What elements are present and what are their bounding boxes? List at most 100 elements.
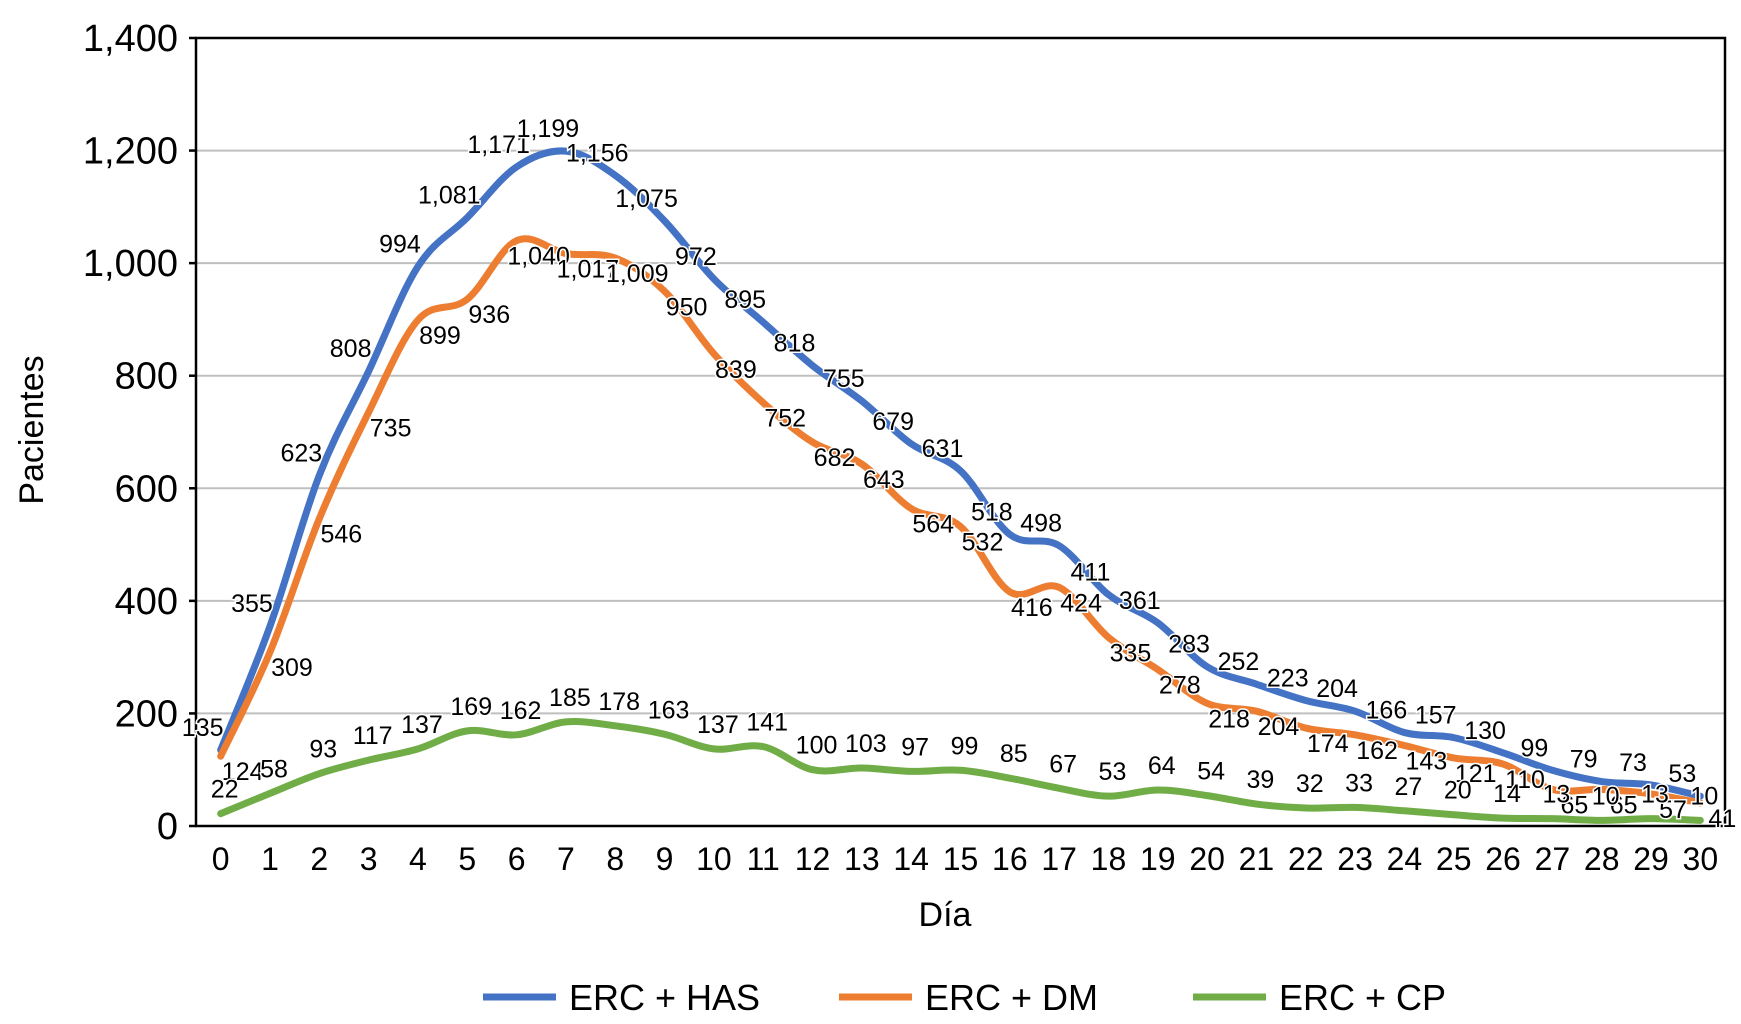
data-label-erc-dm: 643: [863, 466, 905, 494]
data-label-erc-dm: 121: [1455, 760, 1497, 788]
data-label-erc-dm: 1,017: [557, 256, 620, 284]
data-label-erc-cp: 32: [1296, 770, 1324, 798]
data-label-erc-has: 1,199: [517, 115, 580, 143]
legend-label: ERC + CP: [1279, 977, 1446, 1018]
x-tick-label: 18: [1091, 841, 1127, 877]
y-axis-ticks: 0 200 400 600 800 1,000 1,200 1,400: [83, 18, 178, 848]
data-label-erc-has: 518: [971, 498, 1013, 526]
data-label-erc-has: 808: [330, 335, 372, 363]
data-label-erc-has: 1,156: [566, 139, 629, 167]
data-label-erc-has: 818: [774, 330, 816, 358]
data-label-erc-has: 130: [1464, 717, 1506, 745]
x-tick-label: 15: [943, 841, 979, 877]
y-tick-label: 800: [115, 356, 178, 398]
x-tick-label: 11: [747, 841, 780, 877]
data-label-erc-has: 283: [1168, 631, 1210, 659]
x-tick-label: 22: [1288, 841, 1324, 877]
data-label-erc-cp: 10: [1592, 782, 1620, 810]
x-tick-label: 26: [1485, 841, 1521, 877]
x-tick-label: 4: [409, 841, 427, 877]
y-tick-label: 0: [157, 806, 178, 848]
data-label-erc-dm: 41: [1708, 805, 1736, 833]
y-tick-label: 1,400: [83, 18, 178, 60]
legend-item-erc-dm: ERC + DM: [839, 977, 1098, 1018]
data-label-erc-cp: 20: [1444, 777, 1472, 805]
data-label-erc-dm: 278: [1159, 672, 1201, 700]
data-label-erc-has: 79: [1570, 746, 1598, 774]
data-label-erc-has: 631: [922, 435, 964, 463]
data-label-erc-dm: 424: [1060, 589, 1102, 617]
x-tick-label: 2: [310, 841, 328, 877]
x-axis-ticks: 0 1 2 3 4 5 6 7 8 9 10 11 12 13 14 15 16 17 18 19 20 21 22 23 24…: [212, 841, 1718, 877]
data-label-erc-dm: 57: [1659, 796, 1687, 824]
data-label-erc-cp: 64: [1148, 752, 1176, 780]
series-line-erc-has: [217, 147, 1704, 800]
data-label-erc-cp: 163: [648, 696, 690, 724]
x-tick-label: 20: [1189, 841, 1225, 877]
x-tick-label: 21: [1239, 841, 1275, 877]
data-label-erc-dm: 1,040: [507, 243, 570, 271]
data-label-erc-cp: 53: [1099, 758, 1127, 786]
x-tick-label: 27: [1535, 841, 1571, 877]
axes: [189, 36, 1727, 828]
data-label-erc-has: 135: [182, 714, 224, 742]
data-label-erc-dm: 899: [419, 322, 461, 350]
data-label-erc-has: 252: [1218, 648, 1260, 676]
data-label-erc-has: 994: [379, 231, 421, 259]
data-label-erc-has: 498: [1020, 510, 1062, 538]
x-axis-title: Día: [919, 896, 972, 934]
series-line-erc-dm: [217, 235, 1704, 807]
data-label-erc-cp: 33: [1345, 769, 1373, 797]
legend-item-erc-cp: ERC + CP: [1193, 977, 1446, 1018]
data-label-erc-cp: 22: [211, 776, 239, 804]
data-label-erc-cp: 54: [1197, 758, 1225, 786]
x-tick-label: 0: [212, 841, 230, 877]
data-label-erc-dm: 950: [666, 293, 708, 321]
y-axis-title: Pacientes: [13, 355, 51, 504]
legend: ERC + HAS ERC + DM ERC + CP: [483, 977, 1446, 1018]
data-label-erc-dm: 1,009: [606, 260, 669, 288]
data-label-erc-dm: 564: [912, 511, 954, 539]
data-label-erc-dm: 110: [1505, 766, 1545, 794]
x-tick-label: 13: [844, 841, 880, 877]
x-tick-label: 25: [1436, 841, 1472, 877]
x-tick-label: 9: [656, 841, 674, 877]
series-lines: [217, 147, 1704, 824]
data-label-erc-cp: 141: [746, 709, 788, 737]
data-label-erc-dm: 143: [1406, 748, 1448, 776]
data-label-erc-has: 355: [231, 590, 273, 618]
x-tick-label: 7: [557, 841, 575, 877]
data-label-erc-has: 972: [675, 243, 717, 271]
data-label-erc-has: 1,171: [467, 131, 530, 159]
x-tick-label: 23: [1337, 841, 1373, 877]
data-label-erc-has: 411: [1071, 559, 1111, 587]
plot-border: [194, 36, 1727, 828]
x-tick-label: 10: [696, 841, 732, 877]
x-tick-label: 29: [1633, 841, 1669, 877]
x-tick-label: 5: [458, 841, 476, 877]
data-label-erc-cp: 67: [1049, 750, 1077, 778]
data-label-erc-cp: 103: [845, 730, 887, 758]
data-label-erc-has: 679: [872, 408, 914, 436]
data-label-erc-has: 223: [1267, 664, 1309, 692]
data-label-erc-cp: 58: [260, 755, 288, 783]
legend-label: ERC + DM: [925, 977, 1098, 1018]
data-label-erc-has: 204: [1316, 675, 1358, 703]
gridlines: [196, 37, 1725, 715]
data-label-erc-dm: 546: [320, 521, 362, 549]
data-label-erc-dm: 532: [962, 529, 1004, 557]
x-tick-label: 12: [795, 841, 831, 877]
data-label-erc-dm: 124: [222, 758, 264, 786]
data-label-erc-cp: 39: [1247, 766, 1275, 794]
data-label-erc-cp: 93: [309, 736, 337, 764]
data-label-erc-dm: 218: [1208, 705, 1250, 733]
x-tick-label: 6: [508, 841, 526, 877]
data-label-erc-dm: 65: [1610, 791, 1638, 819]
data-label-erc-dm: 65: [1560, 791, 1588, 819]
data-label-erc-has: 157: [1415, 702, 1457, 730]
data-label-erc-cp: 162: [500, 697, 542, 725]
data-label-erc-has: 166: [1366, 697, 1408, 725]
data-label-erc-has: 895: [724, 286, 766, 314]
x-tick-label: 28: [1584, 841, 1620, 877]
